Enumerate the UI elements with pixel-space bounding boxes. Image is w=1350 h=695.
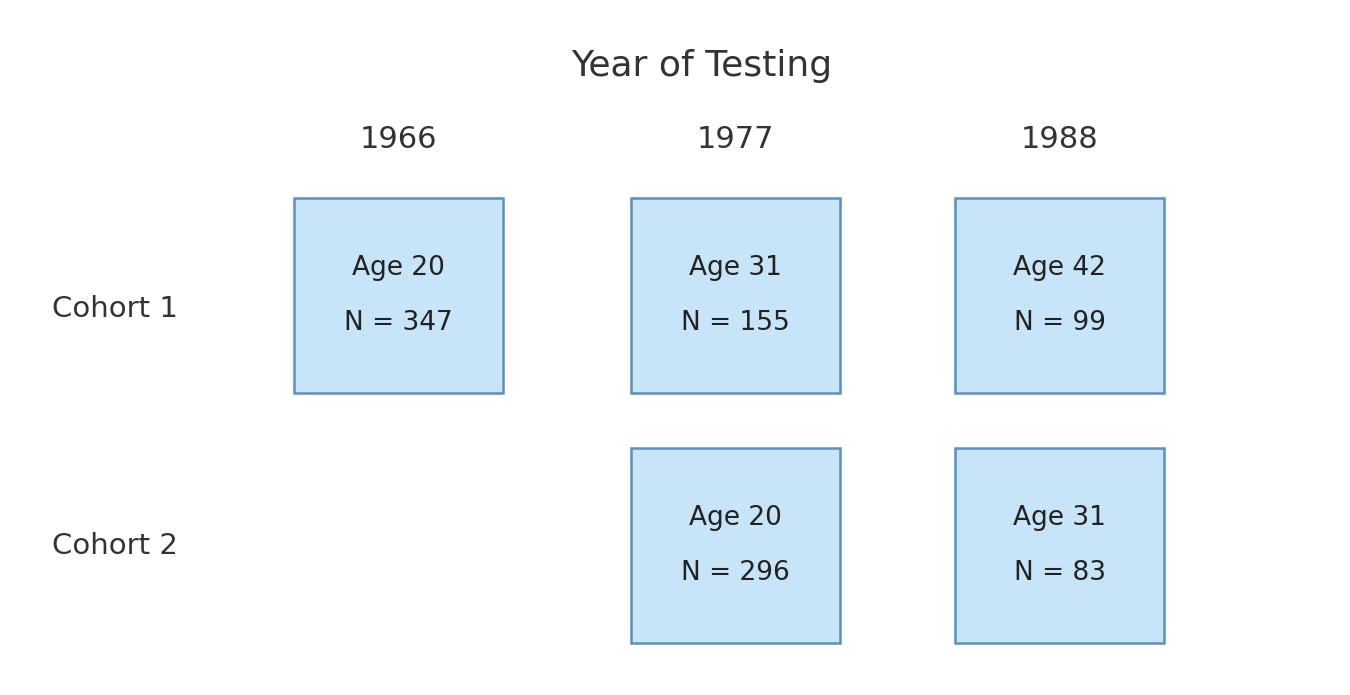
Text: Age 20: Age 20 bbox=[690, 505, 782, 532]
Text: 1988: 1988 bbox=[1021, 124, 1099, 154]
Text: N = 347: N = 347 bbox=[344, 309, 452, 336]
FancyBboxPatch shape bbox=[630, 198, 840, 393]
Text: 1977: 1977 bbox=[697, 124, 775, 154]
Text: Year of Testing: Year of Testing bbox=[571, 49, 833, 83]
FancyBboxPatch shape bbox=[956, 448, 1164, 643]
Text: N = 296: N = 296 bbox=[682, 559, 790, 586]
Text: Age 31: Age 31 bbox=[1014, 505, 1106, 532]
Text: N = 99: N = 99 bbox=[1014, 309, 1106, 336]
Text: Cohort 1: Cohort 1 bbox=[51, 295, 178, 323]
FancyBboxPatch shape bbox=[630, 448, 840, 643]
FancyBboxPatch shape bbox=[293, 198, 502, 393]
Text: Age 31: Age 31 bbox=[690, 255, 782, 281]
Text: N = 83: N = 83 bbox=[1014, 559, 1106, 586]
Text: Cohort 2: Cohort 2 bbox=[51, 532, 178, 559]
Text: N = 155: N = 155 bbox=[682, 309, 790, 336]
FancyBboxPatch shape bbox=[956, 198, 1164, 393]
Text: Age 42: Age 42 bbox=[1014, 255, 1106, 281]
Text: 1966: 1966 bbox=[359, 124, 437, 154]
Text: Age 20: Age 20 bbox=[352, 255, 444, 281]
